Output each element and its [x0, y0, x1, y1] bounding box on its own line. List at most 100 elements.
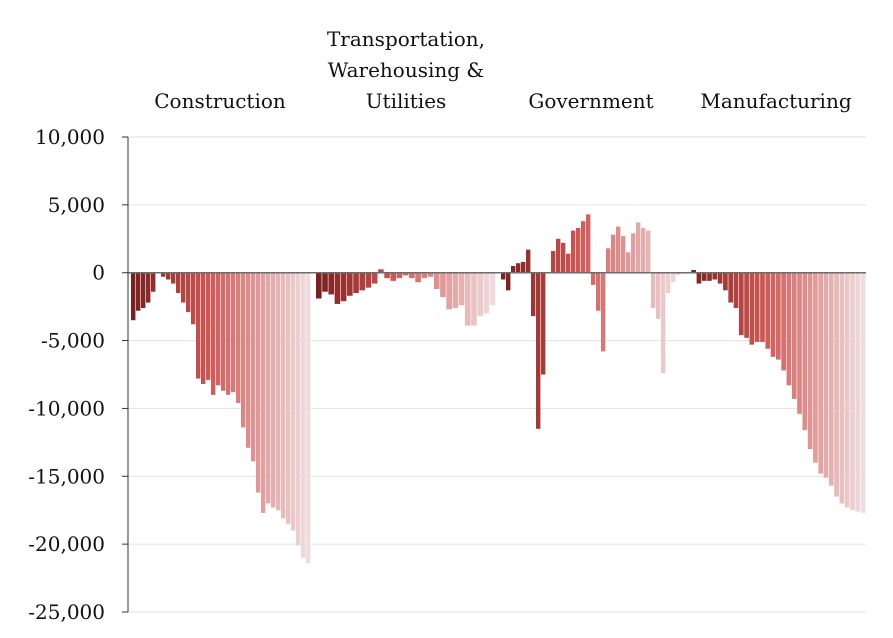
y-tick-label: -10,000 [28, 396, 105, 420]
bar [844, 272, 850, 508]
bar [696, 272, 702, 284]
bar [717, 272, 723, 284]
bar [471, 272, 477, 326]
bar-group-3 [501, 214, 681, 429]
bar [646, 230, 651, 273]
y-tick-label: -25,000 [28, 600, 105, 624]
bar [561, 242, 566, 273]
bar [446, 272, 452, 310]
y-tick-label: 5,000 [48, 193, 105, 217]
bar [176, 272, 181, 294]
bar [691, 270, 696, 273]
bar [464, 272, 471, 326]
bar [626, 252, 631, 273]
bar [828, 272, 834, 486]
bar [797, 272, 802, 414]
bar [458, 272, 465, 306]
group-label: Transportation, [327, 27, 485, 51]
bar [427, 272, 434, 277]
bar [231, 272, 236, 393]
bar [823, 272, 829, 478]
bar-group-2 [316, 269, 496, 326]
bar [256, 272, 261, 493]
bar [791, 272, 797, 399]
bar [765, 272, 771, 349]
bar [489, 272, 496, 306]
bar [191, 272, 196, 325]
bar [596, 272, 601, 311]
bar [221, 272, 226, 391]
bar [146, 272, 151, 303]
bar [738, 272, 744, 336]
bar [334, 272, 341, 304]
bar [701, 272, 707, 281]
bar [506, 272, 511, 291]
bar [271, 272, 276, 508]
bar [839, 272, 845, 504]
bar [541, 272, 546, 375]
group-label: Government [528, 89, 653, 113]
bar [340, 272, 347, 302]
bar [818, 272, 824, 474]
bar [131, 272, 136, 321]
bar [261, 272, 266, 513]
bar [328, 272, 335, 295]
y-tick-label: -15,000 [28, 464, 105, 488]
bar [616, 226, 621, 273]
bar [433, 272, 440, 289]
bar [511, 265, 516, 273]
y-tick-label: -5,000 [41, 329, 105, 353]
bar [661, 272, 666, 374]
bar [201, 272, 206, 384]
bar [770, 272, 776, 357]
bar [576, 227, 581, 273]
bar [521, 261, 526, 273]
bar [556, 238, 561, 273]
group-label: Warehousing & [328, 58, 484, 82]
bar [365, 272, 372, 288]
bar [306, 272, 311, 564]
bar [723, 272, 728, 291]
bar [226, 272, 231, 395]
bar [216, 272, 221, 386]
bar [516, 263, 521, 273]
group-label: Construction [154, 89, 286, 113]
bar [636, 222, 641, 273]
bar [781, 272, 786, 371]
bar [611, 234, 616, 273]
bar [526, 249, 531, 273]
bar [141, 272, 146, 308]
bar [236, 272, 241, 403]
bar [601, 272, 606, 352]
bar [850, 272, 855, 511]
bar [171, 272, 176, 284]
bar [802, 272, 808, 431]
bar [860, 272, 866, 513]
bar [440, 272, 446, 298]
bar [651, 272, 656, 308]
bar [666, 272, 671, 294]
bar [151, 272, 156, 292]
bar [581, 221, 586, 273]
bar [181, 272, 186, 303]
bar [396, 272, 403, 279]
bar [733, 272, 739, 308]
bar [281, 272, 286, 519]
bar [536, 272, 541, 429]
bar [452, 272, 459, 308]
bar [353, 272, 359, 294]
bar [477, 272, 483, 317]
bar [744, 272, 749, 338]
gridlines: 10,000 5,000 0 -5,000 -10,000 -15,000 -20,000 -… [28, 125, 866, 624]
bar [551, 251, 556, 273]
bar [196, 272, 201, 379]
bar [246, 272, 251, 448]
bar [266, 272, 271, 504]
y-tick-label: 0 [92, 261, 105, 285]
bar [807, 272, 813, 450]
group-labels: Construction Transportation, Warehousing &… [154, 27, 852, 113]
bar [566, 253, 571, 273]
bar [241, 272, 246, 428]
